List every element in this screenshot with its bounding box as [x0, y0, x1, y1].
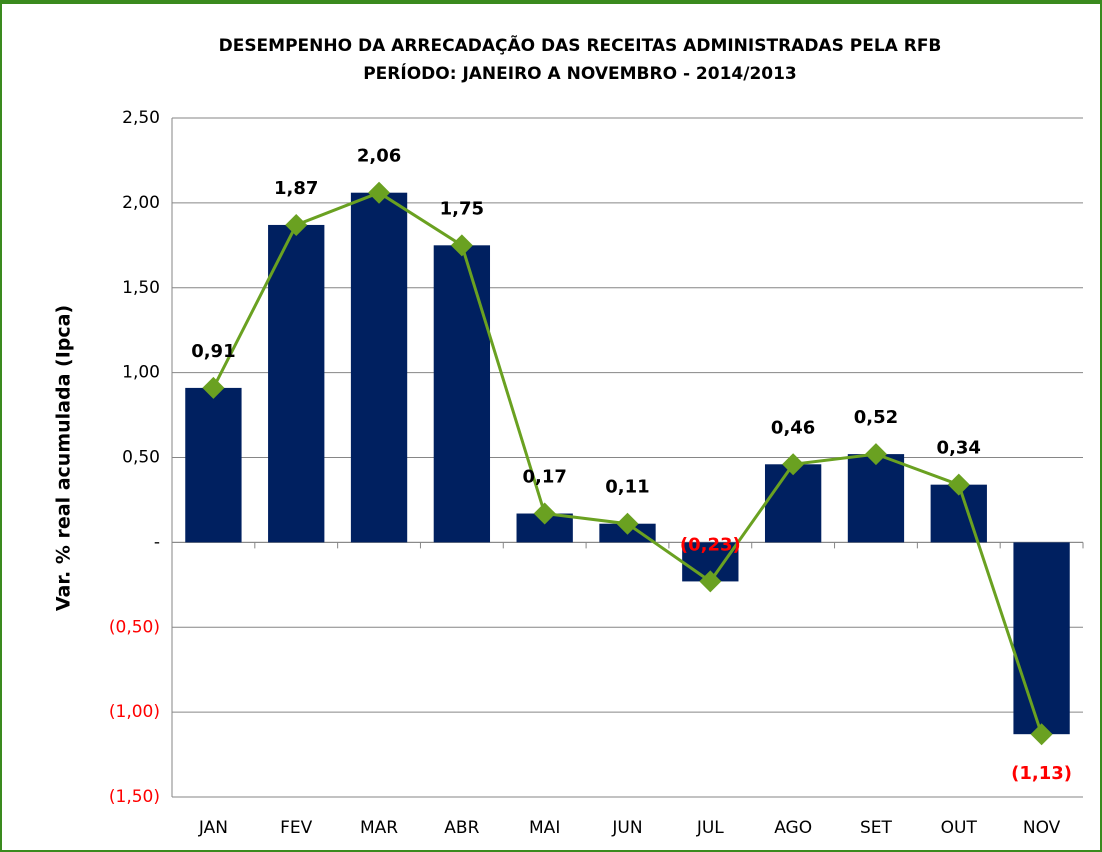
x-tick-label: ABR: [444, 818, 479, 838]
marker: [699, 570, 722, 593]
marker: [202, 376, 225, 399]
bar: [268, 224, 325, 543]
x-tick-label: SET: [860, 818, 893, 838]
marker: [1030, 723, 1053, 746]
x-tick-label: MAR: [360, 818, 398, 838]
y-tick-label: 1,00: [122, 363, 160, 383]
value-label: 0,17: [522, 467, 566, 488]
marker: [616, 512, 639, 535]
value-label: (0,23): [680, 534, 741, 555]
bar: [764, 464, 822, 543]
bar: [185, 387, 242, 543]
y-axis-label: Var. % real acumulada (Ipca): [53, 305, 75, 611]
x-tick-label: AGO: [774, 818, 812, 838]
line: [212, 191, 1044, 735]
x-tick-label: JUN: [611, 818, 642, 838]
bar: [433, 245, 491, 543]
marker: [285, 213, 308, 236]
x-tick-label: FEV: [280, 818, 313, 838]
value-label: (1,13): [1011, 763, 1072, 784]
bar: [1013, 542, 1070, 735]
y-tick-label: 1,50: [122, 278, 160, 298]
x-tick-label: OUT: [941, 818, 978, 838]
marker: [782, 453, 805, 476]
y-tick-label: 2,50: [122, 108, 160, 128]
top-bar: [0, 0, 1102, 3]
x-tick-label: NOV: [1023, 818, 1061, 838]
marker: [368, 181, 391, 204]
value-label: 1,75: [440, 198, 484, 219]
y-tick-label: -: [154, 532, 160, 552]
value-label: 0,52: [854, 407, 898, 428]
x-tick-label: JUL: [696, 818, 724, 838]
bar: [350, 192, 408, 543]
x-tick-label: MAI: [529, 818, 560, 838]
y-tick-label: (1,00): [109, 702, 160, 722]
x-tick-label: JAN: [198, 818, 228, 838]
value-label: 0,34: [937, 438, 981, 459]
marker: [533, 502, 556, 525]
value-label: 0,11: [605, 477, 649, 498]
chart-subtitle: PERÍODO: JANEIRO A NOVEMBRO - 2014/2013: [363, 62, 797, 84]
y-tick-label: 0,50: [122, 448, 160, 468]
y-tick-label: (0,50): [109, 617, 160, 637]
marker: [864, 443, 887, 466]
chart-title: DESEMPENHO DA ARRECADAÇÃO DAS RECEITAS A…: [219, 33, 942, 56]
marker: [947, 473, 970, 496]
bar: [847, 454, 905, 543]
y-tick-label: (1,50): [109, 787, 160, 807]
y-tick-label: 2,00: [122, 193, 160, 213]
value-label: 1,87: [274, 178, 318, 199]
marker: [450, 234, 473, 257]
value-label: 0,91: [191, 341, 235, 362]
value-label: 0,46: [771, 417, 815, 438]
value-label: 2,06: [357, 146, 401, 167]
